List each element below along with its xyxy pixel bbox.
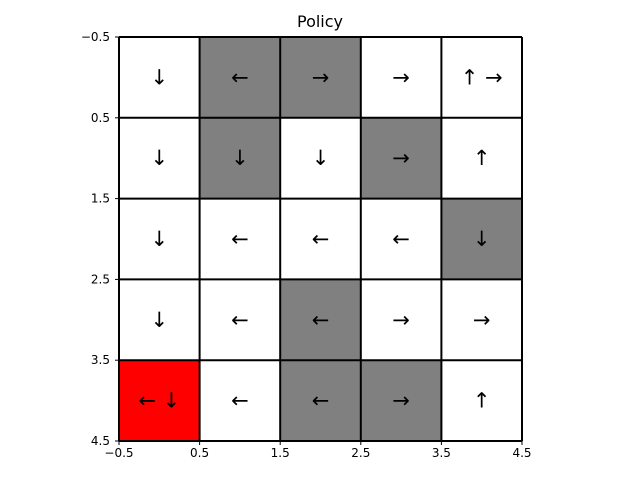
cell-goal-r4-c0 [119,360,200,441]
cell-free-r4-c1 [199,360,281,441]
policy-arrow-r1-c1: ↓ [231,146,249,170]
cell-free-r0-c3 [360,37,442,118]
policy-arrow-r2-c0: ↓ [150,227,168,251]
arrows-layer: ↓ ← → → ↑ → ↓ ↓ ↓ → ↑ ↓ ← ← ← ↓ ↓ ← ← → → ← ↓ ← ← → ↑ [138,65,502,412]
grid-layer [118,36,523,442]
y-tick-label: 4.5 [91,434,110,448]
policy-arrow-r3-c4: → [473,308,491,332]
y-tick-label: 0.5 [91,111,110,125]
y-tick-label: 3.5 [91,353,110,367]
policy-arrow-r4-c4: ↑ [473,389,491,413]
cell-free-r4-c4 [441,360,522,441]
policy-arrow-r3-c1: ← [231,308,249,332]
policy-arrow-r1-c0: ↓ [150,146,168,170]
policy-arrow-r2-c2: ← [312,227,330,251]
policy-arrow-r4-c2: ← [312,389,330,413]
policy-arrow-r3-c0: ↓ [150,308,168,332]
policy-arrow-r0-c4: ↑ → [461,65,503,89]
cell-wall-r1-c1 [199,117,281,199]
y-tick-label: 2.5 [91,272,110,286]
cell-wall-r1-c3 [360,117,442,199]
policy-arrow-r4-c1: ← [231,389,249,413]
x-tick-label: 4.5 [512,446,531,460]
policy-arrow-r1-c3: → [392,146,410,170]
policy-arrow-r3-c2: ← [312,308,330,332]
policy-arrow-r4-c0: ← ↓ [138,389,180,413]
cell-free-r3-c1 [199,279,281,361]
policy-arrow-r0-c0: ↓ [150,65,168,89]
cell-wall-r0-c1 [199,37,281,118]
x-tick-label: 2.5 [351,446,370,460]
cell-free-r3-c3 [360,279,442,361]
policy-arrow-r1-c4: ↑ [473,146,491,170]
policy-arrow-r2-c4: ↓ [473,227,491,251]
chart-title: Policy [296,12,344,31]
cell-free-r3-c4 [441,279,522,361]
policy-arrow-r2-c1: ← [231,227,249,251]
axes-layer: −0.5 0.5 1.5 2.5 3.5 4.5−0.50.51.52.53.54.5 [81,30,532,460]
cell-wall-r4-c2 [280,360,361,441]
y-tick-label: 1.5 [91,192,110,206]
policy-arrow-r1-c2: ↓ [312,146,330,170]
cell-free-r2-c3 [360,198,442,280]
cell-wall-r0-c2 [280,37,361,118]
x-tick-label: 0.5 [190,446,209,460]
cell-free-r0-c0 [119,37,200,118]
y-tick-label: −0.5 [81,30,110,44]
policy-arrow-r0-c2: → [312,65,330,89]
cell-free-r0-c4 [441,37,522,118]
cell-free-r1-c0 [119,117,200,199]
x-tick-label: 1.5 [271,446,290,460]
x-tick-label: −0.5 [104,446,133,460]
cell-wall-r4-c3 [360,360,442,441]
policy-arrow-r3-c3: → [392,308,410,332]
policy-arrow-r2-c3: ← [392,227,410,251]
policy-arrow-r0-c1: ← [231,65,249,89]
cell-free-r2-c0 [119,198,200,280]
cell-free-r3-c0 [119,279,200,361]
policy-arrow-r4-c3: → [392,389,410,413]
cell-free-r2-c1 [199,198,281,280]
cell-wall-r3-c2 [280,279,361,361]
policy-arrow-r0-c3: → [392,65,410,89]
cell-free-r1-c4 [441,117,522,199]
x-tick-label: 3.5 [432,446,451,460]
cell-free-r1-c2 [280,117,361,199]
cells-layer [119,37,522,441]
cell-wall-r2-c4 [441,198,522,280]
cell-free-r2-c2 [280,198,361,280]
